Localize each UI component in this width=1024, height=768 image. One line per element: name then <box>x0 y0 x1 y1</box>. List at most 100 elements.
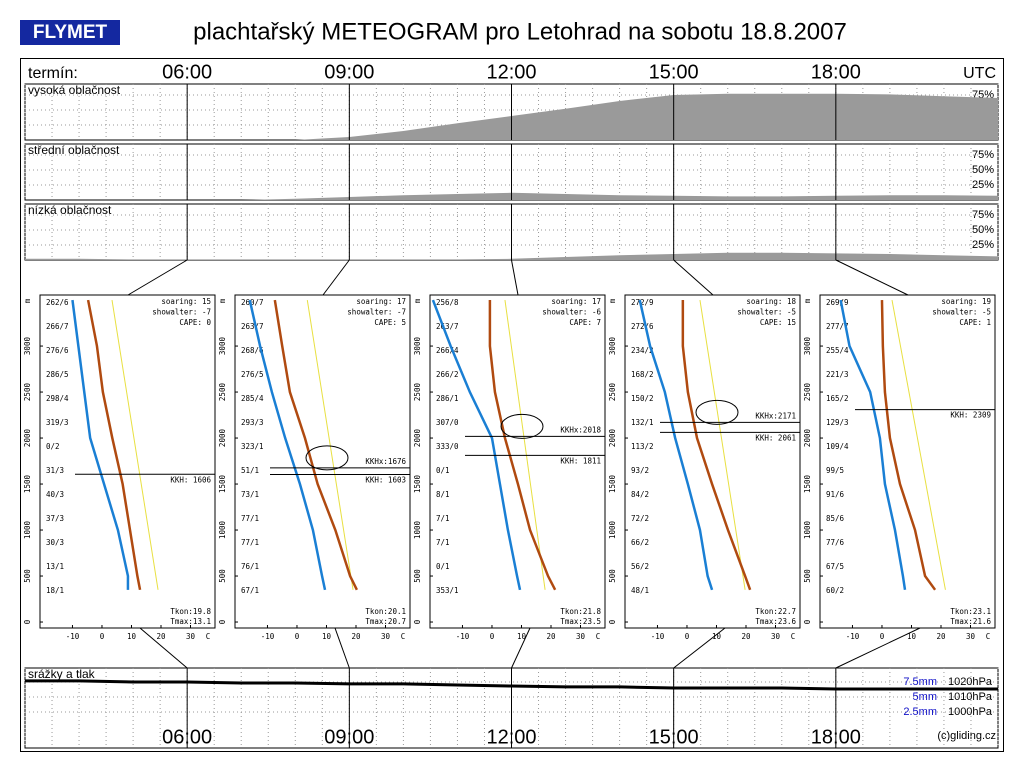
wind-label: 84/2 <box>631 490 649 499</box>
y-tick-label: 0 <box>218 619 227 624</box>
tkon-label: Tkon:20.1 <box>365 607 406 616</box>
temperature-curve <box>681 300 752 591</box>
sounding-frame <box>819 294 996 629</box>
precip-tick-label: 7.5mm <box>903 676 937 688</box>
y-tick-label: 1000 <box>803 521 812 540</box>
y-axis-label: m <box>413 298 422 303</box>
y-axis-label: m <box>803 298 812 303</box>
y-tick-label: 1500 <box>23 475 32 494</box>
cloud-area <box>25 252 998 260</box>
pressure-tick-label: 1010hPa <box>948 691 993 703</box>
cape-label: CAPE: 0 <box>179 318 211 327</box>
y-tick-label: 1000 <box>218 521 227 540</box>
showalter-label: showalter: -5 <box>932 308 991 317</box>
x-axis-label: C <box>401 632 406 641</box>
x-tick-label: 0 <box>490 632 495 641</box>
wind-label: 0/1 <box>436 466 450 475</box>
precip-tick-label: 2.5mm <box>903 706 937 718</box>
temperature-curve <box>880 300 937 591</box>
wind-label: 99/5 <box>826 466 844 475</box>
x-tick-label: 10 <box>322 632 332 641</box>
y-tick-label: 3000 <box>218 337 227 356</box>
wind-label: 298/4 <box>46 394 69 403</box>
tkon-label: Tkon:19.8 <box>170 607 211 616</box>
wind-label: 7/1 <box>436 538 450 547</box>
wind-label: 56/2 <box>631 562 649 571</box>
y-tick-label: 1500 <box>803 475 812 494</box>
wind-label: 13/1 <box>46 562 64 571</box>
connector <box>673 259 714 296</box>
x-axis-label: C <box>596 632 601 641</box>
wind-label: 263/7 <box>241 322 264 331</box>
x-tick-label: 30 <box>381 632 391 641</box>
x-tick-label: 20 <box>351 632 361 641</box>
time-label: 15:00 <box>649 61 699 83</box>
x-axis-label: C <box>206 632 211 641</box>
tmax-label: Tmax:23.5 <box>560 617 601 626</box>
y-tick-label: 1000 <box>608 521 617 540</box>
time-label: 12:00 <box>486 61 536 83</box>
wind-label: 109/4 <box>826 442 849 451</box>
dewpoint-curve <box>71 299 130 590</box>
adiabat-curve <box>504 299 546 590</box>
wind-label: 221/3 <box>826 370 849 379</box>
time-label: 06:00 <box>162 61 212 83</box>
y-tick-label: 2500 <box>218 383 227 402</box>
kkhx-label: KKHx:2018 <box>560 425 601 434</box>
connector <box>127 259 188 296</box>
wind-label: 293/3 <box>241 418 264 427</box>
pressure-tick-label: 1000hPa <box>948 706 993 718</box>
y-tick-label: 500 <box>608 569 617 583</box>
kkh-label: KKH: 2061 <box>755 433 796 442</box>
dewpoint-curve <box>431 299 522 591</box>
y-tick-label: 2000 <box>23 429 32 448</box>
wind-label: 276/5 <box>241 370 264 379</box>
wind-label: 18/1 <box>46 586 64 595</box>
wind-label: 272/9 <box>631 298 654 307</box>
kkh-label: KKH: 1811 <box>560 456 601 465</box>
title: plachtařský METEOGRAM pro Letohrad na so… <box>193 18 847 45</box>
x-tick-label: 0 <box>685 632 690 641</box>
tmax-label: Tmax:13.1 <box>170 617 211 626</box>
y-tick-label: 3000 <box>23 337 32 356</box>
kkh-label: KKH: 1603 <box>365 476 406 485</box>
y-tick-label: 1500 <box>218 475 227 494</box>
top-axis-label: termín: <box>28 65 78 82</box>
kkhx-label: KKHx:1676 <box>365 457 406 466</box>
wind-label: 37/3 <box>46 514 64 523</box>
cape-label: CAPE: 1 <box>959 318 991 327</box>
y-tick-label: 2000 <box>803 429 812 448</box>
x-tick-label: -10 <box>456 632 470 641</box>
y-tick-label: 3000 <box>803 337 812 356</box>
x-tick-label: -10 <box>846 632 860 641</box>
wind-label: 276/6 <box>46 346 69 355</box>
wind-label: 262/6 <box>46 298 69 307</box>
wind-label: 91/6 <box>826 490 845 499</box>
x-tick-label: 30 <box>966 632 976 641</box>
panel-title: nízká oblačnost <box>28 203 112 217</box>
y-tick-label: 3000 <box>608 337 617 356</box>
y-tick-label: 2500 <box>803 383 812 402</box>
soaring-label: soaring: 17 <box>356 297 406 306</box>
x-tick-label: 10 <box>127 632 137 641</box>
x-tick-label: -10 <box>66 632 80 641</box>
wind-label: 76/1 <box>241 562 259 571</box>
logo-box <box>20 20 120 45</box>
wind-label: 85/6 <box>826 514 845 523</box>
wind-label: 8/1 <box>436 490 450 499</box>
wind-label: 333/0 <box>436 442 459 451</box>
wind-label: 286/1 <box>436 394 459 403</box>
adiabat-curve <box>699 299 746 590</box>
x-tick-label: -10 <box>261 632 275 641</box>
wind-label: 113/2 <box>631 442 654 451</box>
kkh-label: KKH: 2309 <box>950 411 991 420</box>
wind-label: 268/6 <box>241 346 264 355</box>
y-tick-label: 1500 <box>413 475 422 494</box>
wind-label: 256/8 <box>436 298 459 307</box>
time-label: 09:00 <box>324 61 374 83</box>
y-tick-label: 2000 <box>413 429 422 448</box>
wind-label: 51/1 <box>241 466 259 475</box>
tkon-label: Tkon:21.8 <box>560 607 601 616</box>
wind-label: 30/3 <box>46 538 64 547</box>
showalter-label: showalter: -5 <box>737 308 796 317</box>
